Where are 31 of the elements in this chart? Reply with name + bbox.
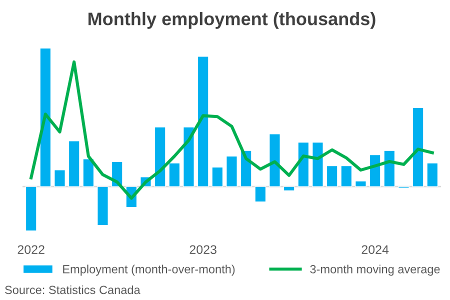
legend-label: 3-month moving average	[310, 264, 440, 276]
bar	[183, 126, 194, 187]
x-tick-label: 2024	[362, 245, 389, 254]
bar	[40, 48, 52, 187]
bar	[369, 154, 381, 187]
bar	[25, 186, 37, 232]
bar	[269, 134, 280, 187]
bar	[326, 165, 338, 187]
bar	[212, 166, 224, 187]
bar	[340, 165, 352, 187]
bar	[426, 162, 438, 187]
bar	[254, 186, 266, 202]
bar	[226, 156, 238, 187]
chart-title: Monthly employment (thousands)	[88, 12, 376, 29]
bar	[82, 158, 94, 187]
bar	[68, 140, 80, 187]
bar	[197, 56, 209, 187]
bar	[154, 126, 166, 187]
bar	[298, 142, 310, 187]
bar	[97, 186, 108, 226]
bar	[54, 170, 66, 187]
x-tick-label: 2023	[190, 245, 216, 254]
legend-label: Employment (month-over-month)	[63, 264, 235, 276]
bar	[283, 186, 295, 192]
bar	[312, 142, 324, 187]
x-tick-label: 2022	[18, 245, 44, 254]
bar	[384, 150, 396, 187]
bar	[412, 107, 424, 187]
bar	[355, 180, 366, 187]
source-note: Source: Statistics Canada	[5, 285, 140, 294]
bar	[168, 162, 180, 187]
